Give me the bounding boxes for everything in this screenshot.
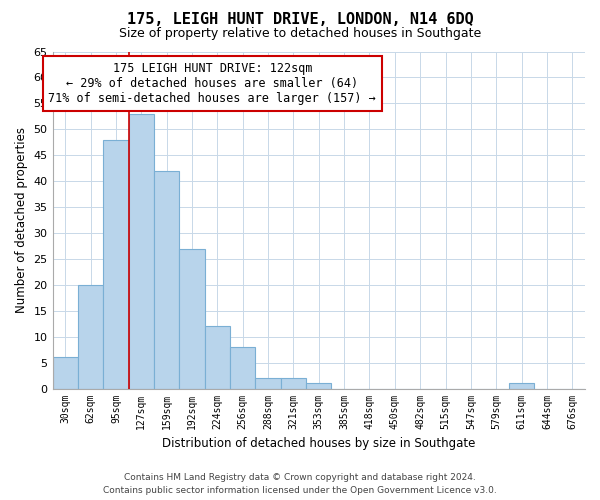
Bar xyxy=(154,171,179,388)
Bar xyxy=(509,384,534,388)
Bar xyxy=(281,378,306,388)
Bar xyxy=(53,358,78,388)
Bar xyxy=(230,347,256,389)
Text: 175 LEIGH HUNT DRIVE: 122sqm
← 29% of detached houses are smaller (64)
71% of se: 175 LEIGH HUNT DRIVE: 122sqm ← 29% of de… xyxy=(49,62,376,104)
Bar xyxy=(256,378,281,388)
Text: 175, LEIGH HUNT DRIVE, LONDON, N14 6DQ: 175, LEIGH HUNT DRIVE, LONDON, N14 6DQ xyxy=(127,12,473,28)
Bar xyxy=(128,114,154,388)
Bar xyxy=(103,140,128,388)
Text: Size of property relative to detached houses in Southgate: Size of property relative to detached ho… xyxy=(119,28,481,40)
Bar xyxy=(205,326,230,388)
Text: Contains HM Land Registry data © Crown copyright and database right 2024.
Contai: Contains HM Land Registry data © Crown c… xyxy=(103,473,497,495)
Bar xyxy=(306,384,331,388)
Bar xyxy=(78,285,103,389)
Bar xyxy=(179,248,205,388)
X-axis label: Distribution of detached houses by size in Southgate: Distribution of detached houses by size … xyxy=(162,437,475,450)
Y-axis label: Number of detached properties: Number of detached properties xyxy=(15,127,28,313)
